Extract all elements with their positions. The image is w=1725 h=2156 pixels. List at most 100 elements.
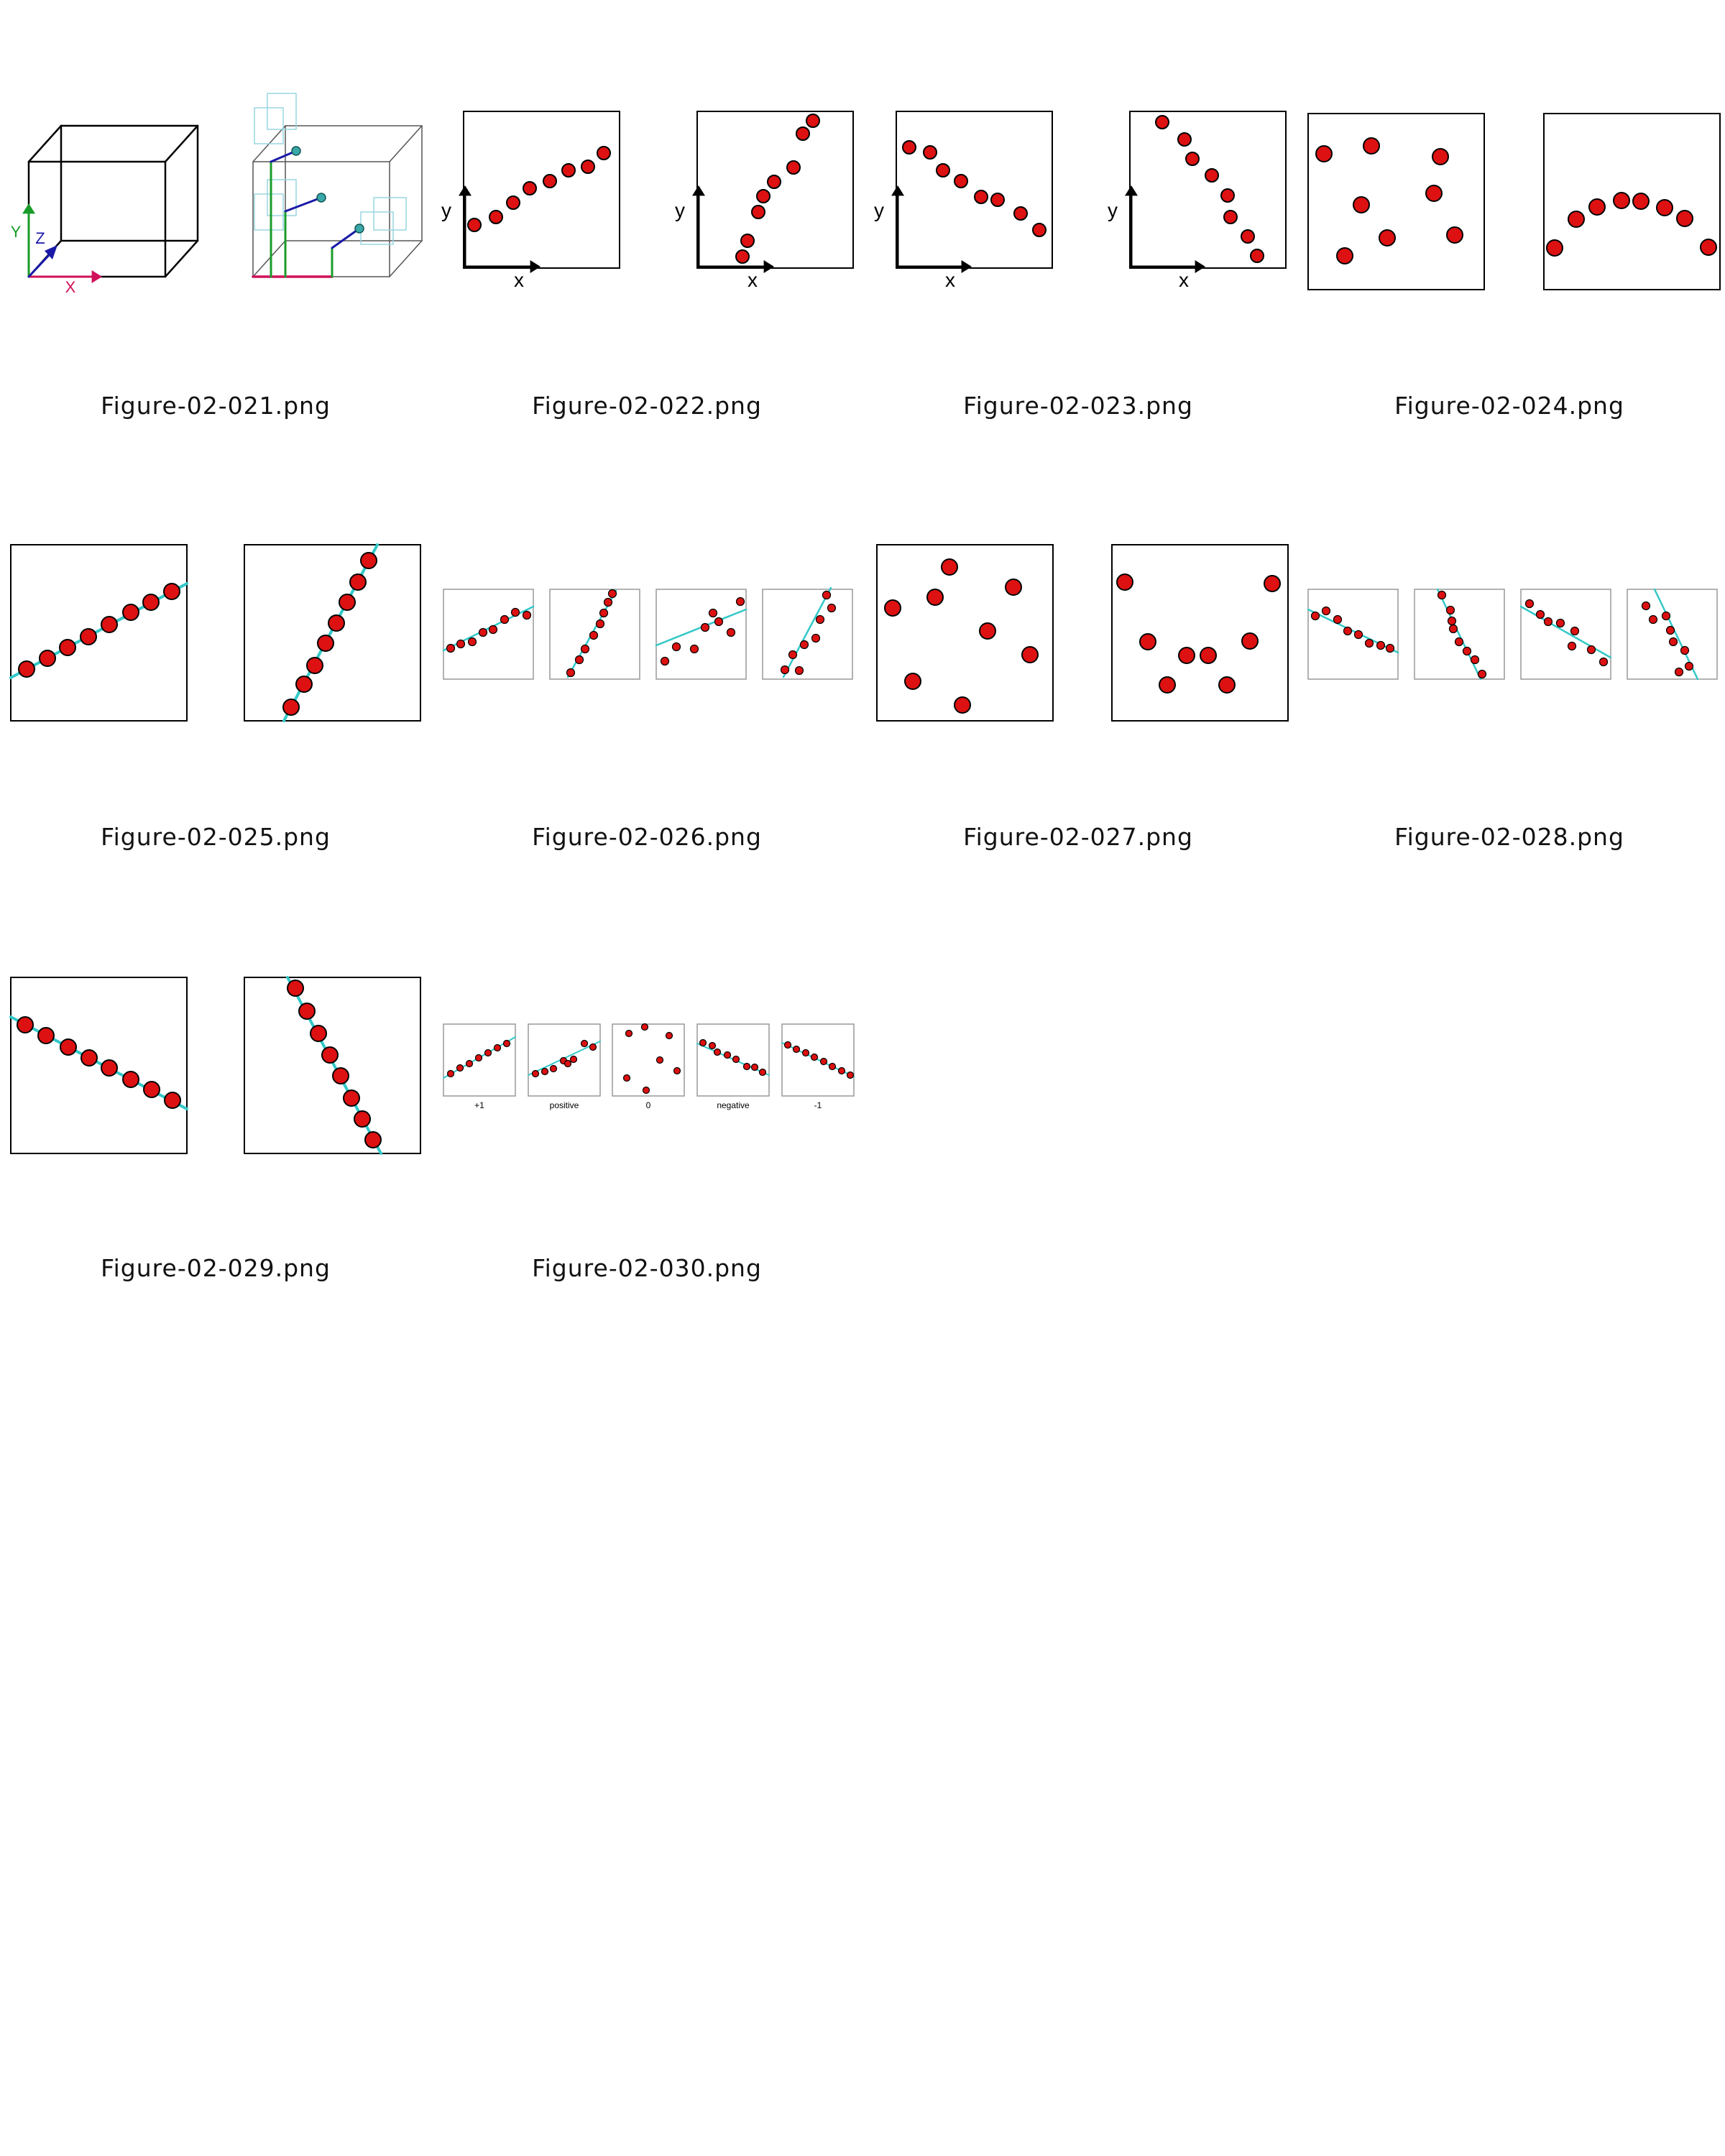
- caption-figure-02-021[interactable]: Figure-02-021.png: [101, 392, 331, 420]
- data-point: [484, 1049, 492, 1057]
- caption-figure-02-029[interactable]: Figure-02-029.png: [101, 1254, 331, 1282]
- data-point: [581, 160, 595, 174]
- figure-02-026[interactable]: [442, 586, 853, 680]
- data-point: [1220, 188, 1235, 203]
- data-point: [522, 610, 532, 620]
- data-point: [783, 1041, 792, 1049]
- data-point: [502, 1039, 511, 1048]
- data-point: [1155, 115, 1169, 129]
- data-point: [1447, 616, 1457, 626]
- x-axis-label: x: [1179, 269, 1189, 291]
- figure-02-025[interactable]: [9, 543, 421, 722]
- mini-plot-frame: [1307, 589, 1399, 680]
- data-point: [467, 218, 482, 232]
- figure-02-028[interactable]: [1307, 588, 1718, 681]
- data-point: [954, 696, 971, 714]
- data-point: [489, 210, 503, 224]
- mini-plot-frame: [1520, 589, 1611, 680]
- data-point: [1446, 226, 1463, 244]
- ghost-box: [360, 211, 394, 245]
- data-point: [1684, 661, 1694, 671]
- data-point: [1177, 132, 1192, 147]
- data-point: [1432, 148, 1449, 165]
- data-point: [1613, 192, 1630, 209]
- x-axis-arrowhead: [763, 260, 774, 273]
- data-point: [689, 644, 699, 654]
- data-point: [979, 622, 996, 640]
- data-point: [101, 1059, 118, 1077]
- data-point: [574, 655, 584, 665]
- figure-02-030[interactable]: +1 positive 0 negative -1: [443, 1023, 855, 1111]
- plot-frame: [463, 111, 620, 269]
- data-point: [974, 190, 988, 204]
- data-point: [1310, 611, 1320, 621]
- data-point: [80, 1049, 98, 1067]
- data-point: [1159, 676, 1176, 694]
- caption-figure-02-026[interactable]: Figure-02-026.png: [532, 823, 762, 851]
- data-point: [642, 1086, 650, 1095]
- x-axis-label: x: [514, 269, 524, 291]
- caption-figure-02-022[interactable]: Figure-02-022.png: [532, 392, 762, 420]
- data-point: [580, 1039, 589, 1048]
- data-point: [80, 628, 97, 645]
- data-point: [902, 140, 916, 155]
- y-axis-label: Y: [11, 223, 22, 241]
- data-point: [810, 1053, 819, 1061]
- figure-02-022[interactable]: x y x y: [441, 111, 854, 291]
- fit-line: [782, 586, 832, 678]
- correlation-label: +1: [474, 1100, 484, 1110]
- y-axis-arrowhead: [22, 203, 35, 214]
- mini-plot-frame: [612, 1023, 685, 1097]
- y-axis-label: y: [874, 199, 884, 221]
- data-point: [1543, 617, 1553, 627]
- figure-02-027[interactable]: [876, 544, 1289, 722]
- ghost-box: [254, 193, 284, 231]
- mini-plot-frame: [549, 589, 640, 680]
- data-point: [446, 643, 456, 653]
- point-marker: [354, 224, 364, 234]
- plot-frame: [244, 544, 421, 722]
- cube-edge: [27, 124, 63, 163]
- data-point: [792, 1045, 801, 1054]
- data-point: [750, 1063, 759, 1072]
- data-point: [699, 1038, 707, 1047]
- data-point: [589, 630, 599, 640]
- data-point: [665, 1031, 673, 1040]
- y-axis-arrowhead: [891, 185, 904, 196]
- caption-figure-02-027[interactable]: Figure-02-027.png: [963, 823, 1193, 851]
- caption-figure-02-030[interactable]: Figure-02-030.png: [532, 1254, 762, 1282]
- data-point: [287, 980, 304, 997]
- data-point: [735, 249, 750, 264]
- data-point: [923, 145, 937, 160]
- data-point: [1223, 210, 1238, 224]
- data-point: [1661, 611, 1671, 621]
- caption-figure-02-028[interactable]: Figure-02-028.png: [1394, 823, 1624, 851]
- data-point: [531, 1069, 540, 1078]
- caption-figure-02-024[interactable]: Figure-02-024.png: [1394, 392, 1624, 420]
- data-point: [343, 1089, 360, 1107]
- data-point: [566, 668, 576, 678]
- figure-02-023[interactable]: x y x y: [874, 111, 1287, 291]
- plot-frame: [1111, 544, 1289, 722]
- data-point: [349, 573, 367, 591]
- data-point: [1241, 229, 1255, 244]
- data-point: [446, 1069, 455, 1078]
- data-point: [1586, 645, 1596, 655]
- data-point: [1353, 630, 1363, 640]
- data-point: [37, 1027, 55, 1044]
- caption-figure-02-023[interactable]: Figure-02-023.png: [963, 392, 1193, 420]
- y-axis-arrowhead: [1125, 185, 1138, 196]
- figure-02-021[interactable]: X Y Z: [11, 93, 423, 296]
- data-point: [1321, 606, 1331, 616]
- data-point: [478, 627, 488, 637]
- image-gallery: X Y Zx y x y x y x y +1 positive 0 negative -1: [9, 93, 1721, 1155]
- figure-02-029[interactable]: [9, 976, 421, 1155]
- mini-plot-frame: [656, 589, 747, 680]
- data-point: [1656, 199, 1673, 216]
- data-point: [523, 181, 537, 195]
- x-axis-arrowhead: [961, 260, 972, 273]
- figure-02-024[interactable]: [1307, 113, 1721, 290]
- caption-figure-02-025[interactable]: Figure-02-025.png: [101, 823, 331, 851]
- data-point: [306, 657, 323, 674]
- data-point: [282, 699, 300, 716]
